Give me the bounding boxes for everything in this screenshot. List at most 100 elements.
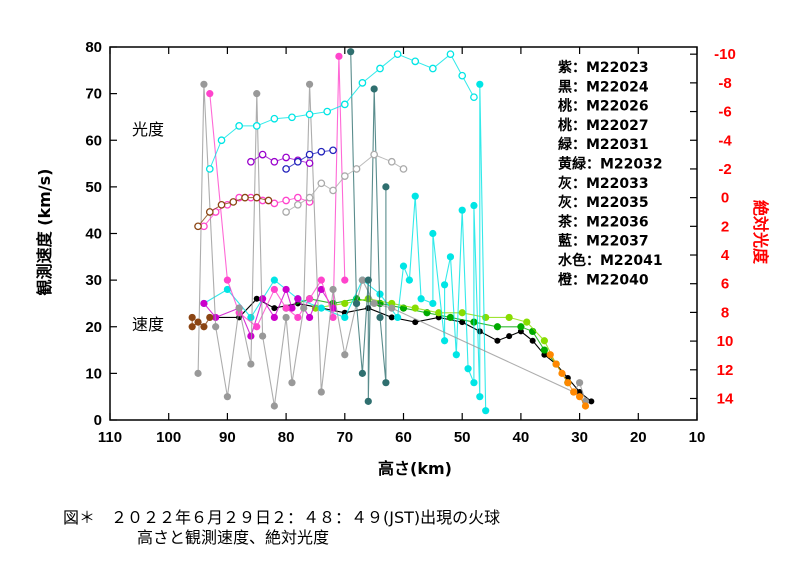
data-point (247, 157, 255, 166)
data-point (288, 304, 296, 312)
data-point (364, 397, 372, 405)
data-point (440, 337, 449, 345)
data-point (194, 318, 202, 326)
legend-entry: 黒：M22024 (558, 79, 649, 95)
data-point (482, 313, 490, 322)
data-point (205, 208, 214, 216)
y2-tick-label: 0 (721, 190, 729, 207)
data-point (340, 172, 349, 180)
data-point (270, 313, 278, 322)
data-point (247, 360, 255, 368)
data-point (470, 379, 478, 387)
y2-tick-label: 6 (721, 276, 729, 293)
y2-tick-label: 8 (721, 304, 729, 321)
data-point (223, 393, 231, 401)
series-line (197, 84, 587, 407)
data-point (576, 379, 584, 387)
x-tick-label: 100 (156, 429, 181, 446)
x-tick-label: 110 (98, 429, 122, 446)
data-point (370, 150, 378, 159)
data-point (376, 313, 384, 322)
y2-tick-label: -6 (718, 104, 731, 121)
data-point (247, 313, 255, 322)
y2-tick-label: 12 (717, 362, 734, 379)
data-point (352, 299, 361, 308)
data-point (329, 313, 337, 322)
data-point (293, 157, 302, 166)
data-point (470, 201, 478, 210)
data-point (411, 304, 419, 312)
data-point (205, 165, 214, 173)
data-point (341, 313, 349, 322)
data-point (428, 64, 437, 73)
data-point (329, 146, 337, 155)
y-axis-title: 観測速度 (km/s) (35, 169, 54, 296)
y2-axis-title: 絶対光度 (751, 200, 770, 265)
data-point (217, 200, 226, 209)
series-mag (205, 50, 478, 173)
data-point (282, 313, 290, 322)
data-point (329, 285, 337, 294)
data-point (446, 313, 455, 322)
data-point (293, 193, 302, 202)
data-point (282, 153, 290, 162)
data-point (399, 165, 408, 173)
series-speed (212, 295, 595, 405)
data-point (194, 369, 202, 377)
series-speed (194, 80, 590, 410)
data-point (241, 193, 249, 202)
data-point (540, 346, 548, 354)
data-point (341, 299, 349, 308)
data-point (417, 295, 425, 303)
data-point (358, 79, 367, 87)
data-point (517, 323, 525, 331)
legend-entry: 灰：M22033 (558, 175, 649, 192)
data-point (317, 388, 325, 396)
brightness-annotation: 光度 (132, 120, 164, 139)
data-point (506, 333, 513, 340)
data-point (564, 379, 572, 387)
data-point (458, 309, 466, 317)
y2-tick-label: -4 (718, 132, 732, 149)
data-point (446, 253, 455, 261)
data-point (376, 64, 384, 73)
data-point (435, 309, 443, 317)
x-tick-label: 40 (513, 429, 530, 446)
data-point (264, 196, 273, 205)
data-point (270, 285, 278, 294)
speed-annotation: 速度 (132, 315, 164, 334)
series-speed (347, 48, 390, 405)
legend-entry: 黄緑：M22032 (558, 156, 663, 173)
data-point (317, 179, 326, 188)
data-point (194, 222, 202, 231)
data-point (523, 318, 531, 326)
x-tick-label: 60 (395, 429, 412, 446)
data-point (570, 388, 578, 396)
data-point (335, 52, 343, 60)
data-point (317, 276, 325, 284)
data-point (305, 110, 314, 119)
y2-tick-label: 14 (717, 390, 734, 407)
data-point (558, 369, 566, 377)
series-speed (188, 313, 214, 331)
series-line (209, 56, 346, 328)
data-point (270, 276, 278, 284)
y-tick-label: 30 (85, 272, 102, 289)
legend-entry: 水色：M22041 (558, 252, 663, 269)
data-point (235, 122, 243, 130)
data-point (270, 157, 279, 166)
data-point (323, 107, 332, 116)
data-point (270, 402, 278, 410)
x-tick-label: 70 (336, 429, 353, 446)
x-tick-label: 80 (278, 429, 295, 446)
y-tick-label: 50 (85, 179, 102, 196)
y2-tick-label: 4 (721, 247, 730, 264)
data-point (429, 229, 437, 238)
y-tick-label: 0 (94, 412, 102, 429)
y-tick-label: 80 (85, 39, 102, 56)
y2-tick-label: 10 (717, 333, 734, 350)
y2-tick-label: -8 (718, 75, 731, 92)
data-point (206, 90, 214, 98)
data-point (305, 295, 314, 303)
